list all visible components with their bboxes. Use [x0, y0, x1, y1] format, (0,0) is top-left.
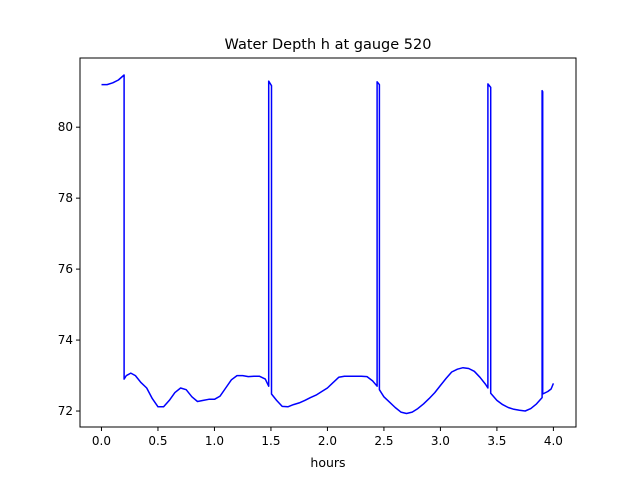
y-tick-label: 80 [58, 120, 73, 134]
x-tick-label: 1.5 [261, 434, 280, 448]
plot-frame [79, 57, 577, 428]
y-tick-label: 78 [58, 191, 73, 205]
x-tick-label: 1.0 [205, 434, 224, 448]
chart-title: Water Depth h at gauge 520 [225, 37, 432, 53]
y-tick-label: 72 [58, 404, 73, 418]
x-tick-label: 4.0 [544, 434, 563, 448]
x-tick-label: 0.0 [92, 434, 111, 448]
x-tick-label: 2.0 [318, 434, 337, 448]
y-tick-label: 76 [58, 262, 73, 276]
series-line-0 [101, 74, 555, 415]
x-tick-label: 2.5 [374, 434, 393, 448]
x-tick-label: 3.0 [431, 434, 450, 448]
x-tick-label: 3.5 [487, 434, 506, 448]
y-tick-label: 74 [58, 333, 73, 347]
x-axis-label: hours [310, 455, 345, 470]
x-tick-label: 0.5 [148, 434, 167, 448]
